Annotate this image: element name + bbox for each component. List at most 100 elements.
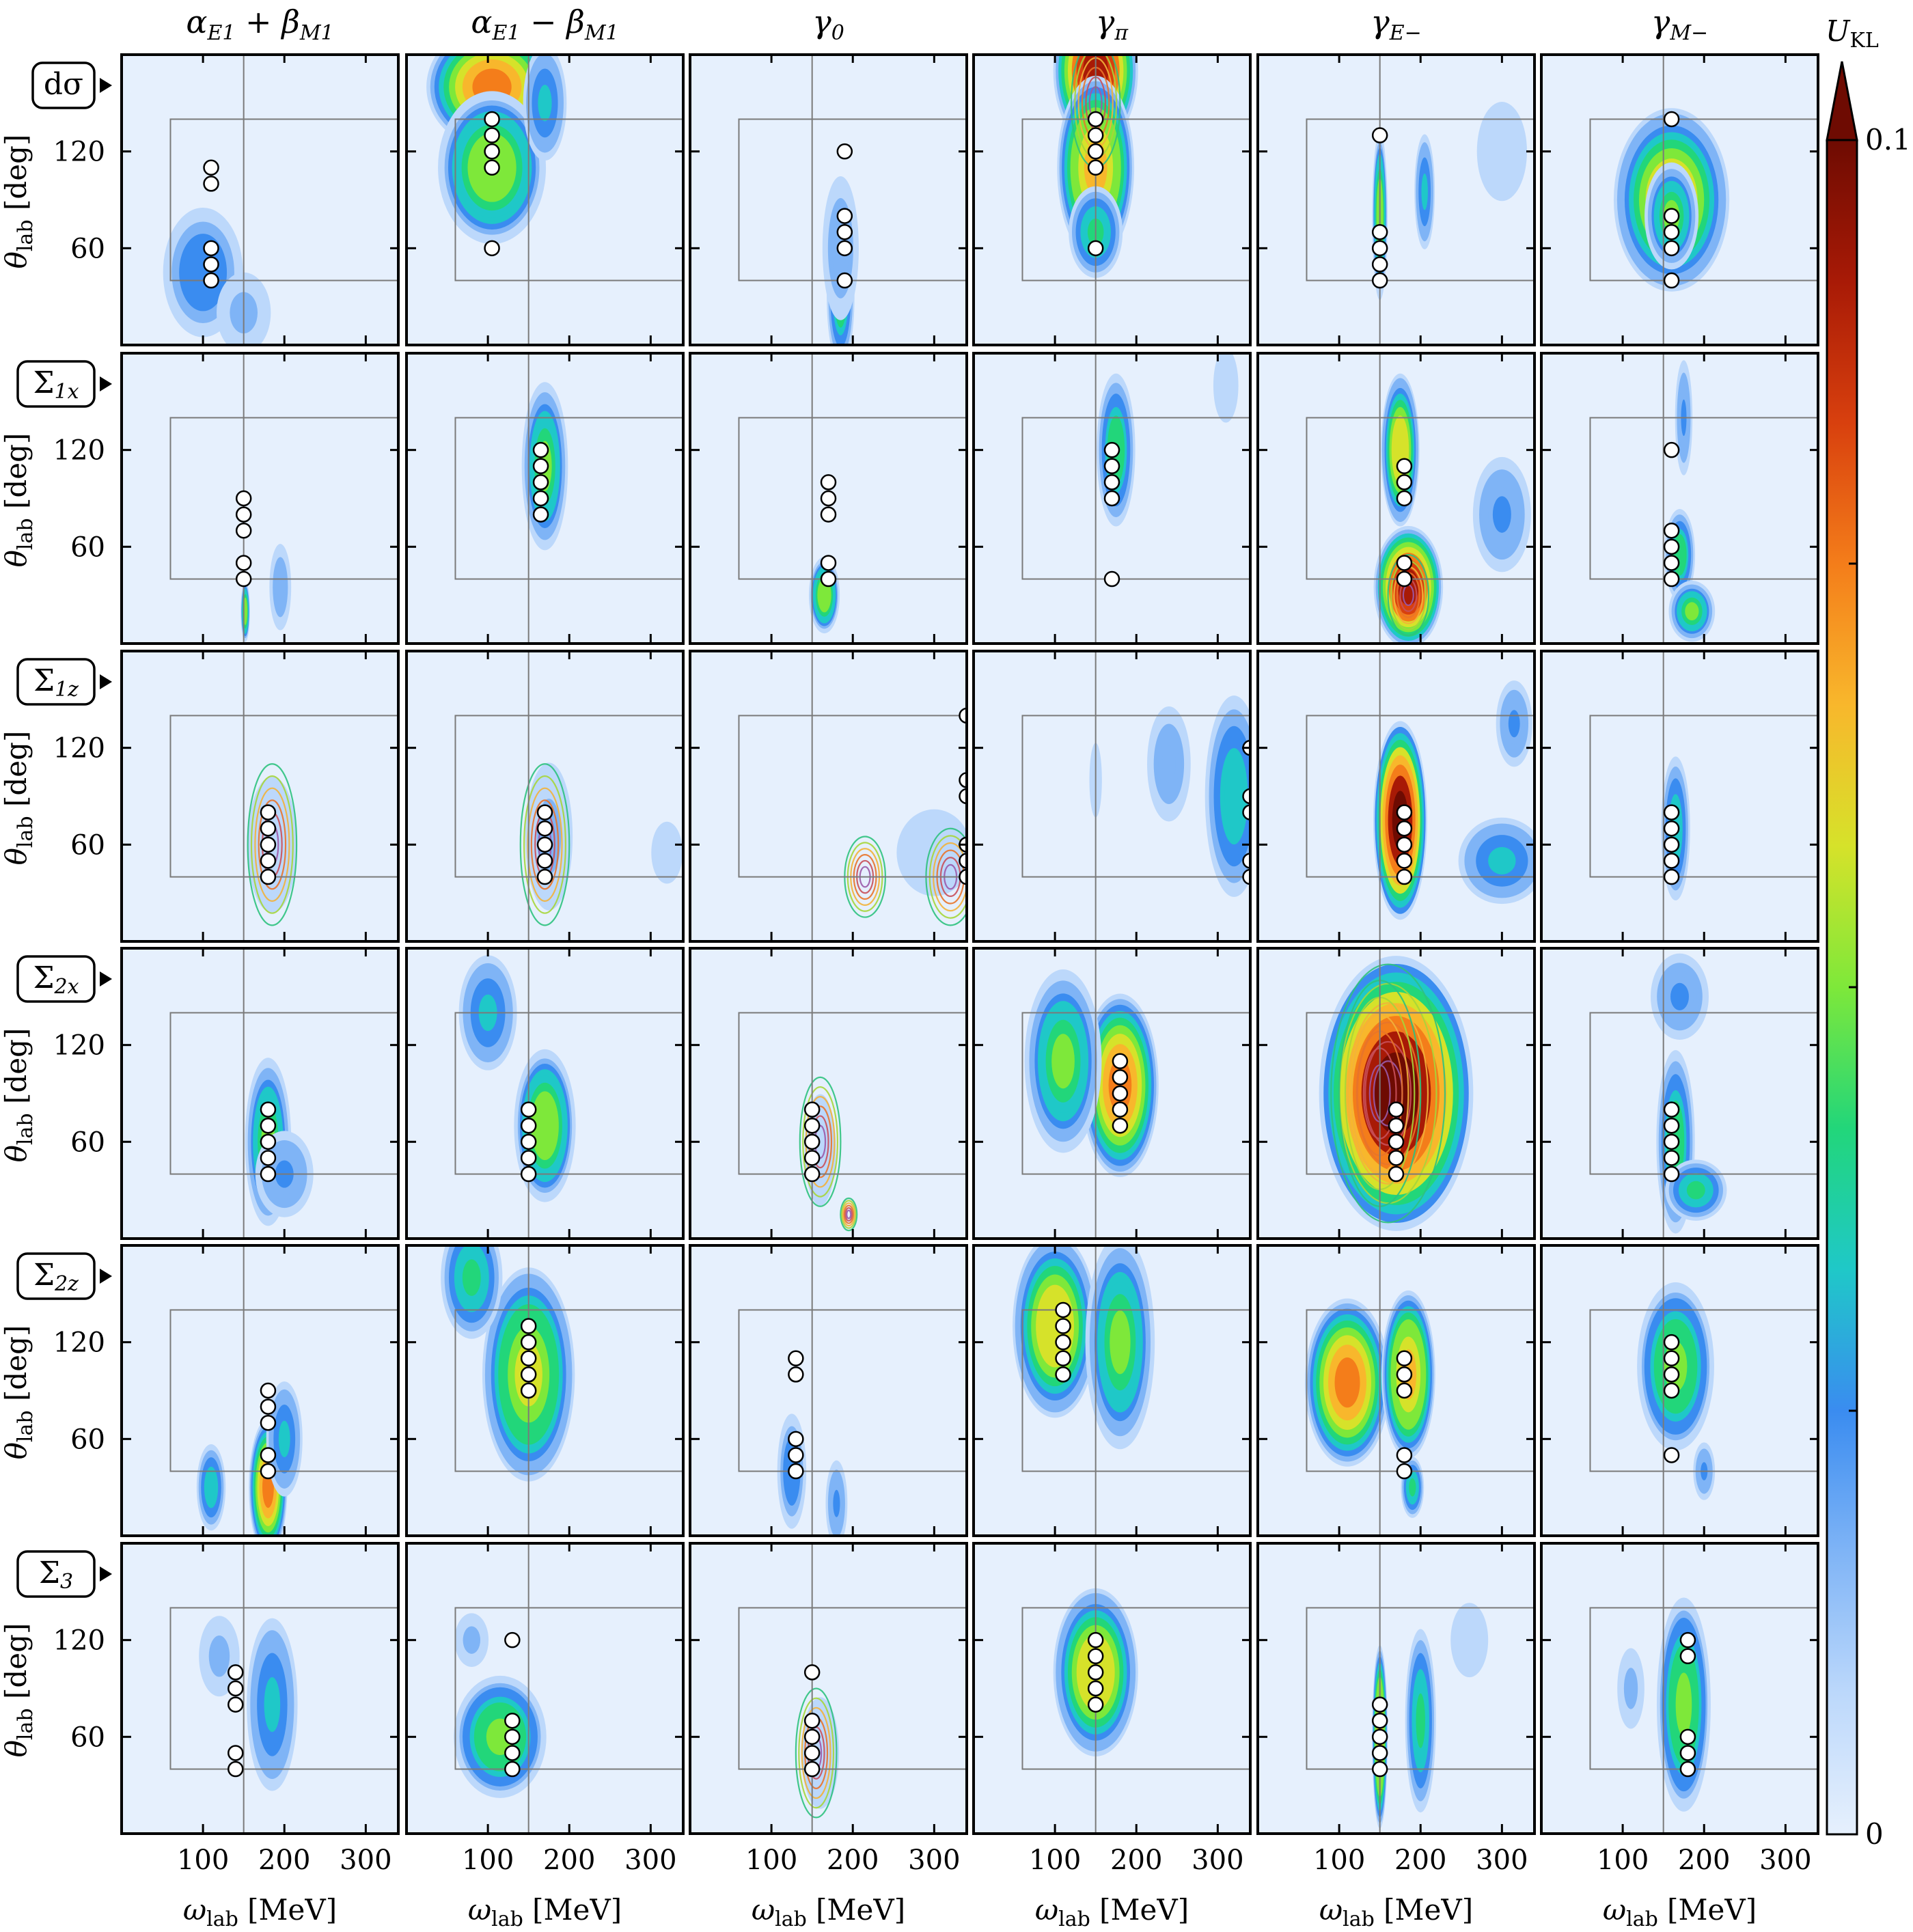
measurement-point — [1103, 474, 1120, 491]
row-badge-label: Σ2x — [33, 961, 79, 999]
heatmap-band — [819, 583, 829, 607]
colorbar: 0.1 0 UKL — [1826, 14, 1911, 1851]
measurement-point — [520, 1366, 537, 1383]
panel-r5-c5: 100 200 300 — [1540, 1542, 1819, 1876]
colorbar-title: UKL — [1826, 14, 1879, 53]
axis-labels: αE1 + βM1 αE1 − βM1 γ0 γπ γE− γM− dσ Σ1x Σ1z Σ2x Σ… — [0, 3, 1757, 1931]
measurement-point — [1371, 1761, 1388, 1778]
contour-line — [530, 799, 560, 890]
panel-r4-c0: 60 120 — [53, 1244, 400, 1537]
measurement-point — [260, 1133, 277, 1150]
reference-box — [738, 1607, 967, 1770]
x-axis-label: ωlab [MeV] — [183, 1893, 337, 1931]
measurement-point — [1396, 474, 1413, 491]
x-tick-label: 100 — [462, 1845, 514, 1876]
panel-frame — [1540, 650, 1819, 943]
measurement-point — [235, 522, 252, 539]
row-arrow-icon — [100, 674, 112, 689]
x-tick-label: 100 — [177, 1845, 229, 1876]
measurement-point — [1663, 853, 1680, 869]
measurement-point — [1663, 522, 1680, 539]
x-axis-label: ωlab [MeV] — [752, 1893, 905, 1931]
x-tick-label: 200 — [1110, 1845, 1162, 1876]
contour-line — [527, 787, 563, 902]
measurement-point — [520, 1101, 537, 1118]
heatmap-band — [244, 602, 247, 621]
measurement-point — [1679, 1728, 1696, 1745]
reference-box — [1306, 1012, 1534, 1175]
measurement-point — [1396, 1447, 1413, 1463]
reference-box — [1021, 1012, 1250, 1175]
measurement-point — [520, 1334, 537, 1351]
panel-background — [122, 353, 398, 644]
measurement-point — [203, 240, 219, 257]
measurement-point — [1663, 272, 1680, 289]
colorbar-min-label: 0 — [1865, 1817, 1884, 1851]
measurement-point — [1663, 836, 1680, 853]
measurement-point — [1087, 159, 1104, 176]
reference-box — [454, 1309, 683, 1472]
measurement-point — [532, 441, 549, 458]
heatmap-band — [1492, 133, 1511, 170]
reference-box — [1021, 118, 1250, 281]
panel-frame — [1256, 1244, 1536, 1537]
panel-frame — [1256, 1542, 1536, 1835]
measurement-point — [260, 804, 277, 820]
reference-box — [738, 1012, 967, 1175]
heatmap-band — [1686, 1181, 1705, 1200]
panel-r1-c2 — [689, 352, 968, 645]
panel-frame — [1256, 53, 1536, 346]
panel-background — [690, 651, 967, 941]
y-tick-label: 120 — [53, 1327, 105, 1359]
contour-line — [1347, 1002, 1429, 1185]
contour-line — [798, 1697, 835, 1809]
heatmap-band — [1110, 1310, 1131, 1375]
y-tick-label: 60 — [70, 1127, 105, 1158]
panel-frame — [405, 352, 685, 645]
reference-box — [1021, 1309, 1250, 1472]
x-tick-label: 300 — [624, 1845, 676, 1876]
measurement-point — [1663, 570, 1680, 588]
panel-frame — [689, 352, 968, 645]
reference-box — [169, 1607, 398, 1770]
measurement-point — [1242, 804, 1250, 820]
measurement-point — [536, 804, 553, 820]
heatmap-band — [264, 1677, 281, 1733]
measurement-point — [1679, 1761, 1696, 1778]
measurement-point — [1679, 1745, 1696, 1761]
reference-box — [1306, 118, 1534, 281]
x-tick-label: 300 — [340, 1845, 391, 1876]
panel-frame — [1540, 1244, 1819, 1537]
y-tick-label: 60 — [70, 829, 105, 861]
measurement-point — [520, 1133, 537, 1150]
x-tick-label: 300 — [908, 1845, 960, 1876]
reference-box — [1021, 417, 1250, 580]
contour-line — [840, 1197, 858, 1232]
x-tick-label: 100 — [1313, 1845, 1365, 1876]
measurement-point — [532, 506, 549, 523]
reference-box — [169, 118, 398, 281]
reference-box — [1589, 118, 1818, 281]
panel-r1-c5 — [1540, 352, 1819, 645]
measurement-point — [1087, 1680, 1104, 1697]
measurement-point — [504, 1712, 521, 1729]
measurement-point — [1663, 1447, 1680, 1463]
row-badge: dσ — [31, 61, 112, 109]
heatmap-band — [486, 1718, 514, 1756]
measurement-point — [536, 820, 553, 837]
heatmap-band — [833, 1489, 840, 1517]
column-title: γE− — [1371, 3, 1422, 45]
panel-r4-c2 — [689, 1244, 968, 1537]
measurement-point — [1087, 240, 1104, 257]
contour-line — [795, 1687, 838, 1819]
measurement-point — [1679, 1648, 1696, 1665]
panel-r4-c5 — [1540, 1244, 1819, 1537]
reference-box — [169, 1012, 398, 1175]
reference-box — [169, 417, 398, 580]
measurement-point — [1663, 1382, 1680, 1399]
measurement-point — [504, 1761, 521, 1778]
column-title: γM− — [1651, 3, 1708, 45]
measurement-point — [1396, 458, 1413, 475]
panel-background — [974, 651, 1250, 941]
